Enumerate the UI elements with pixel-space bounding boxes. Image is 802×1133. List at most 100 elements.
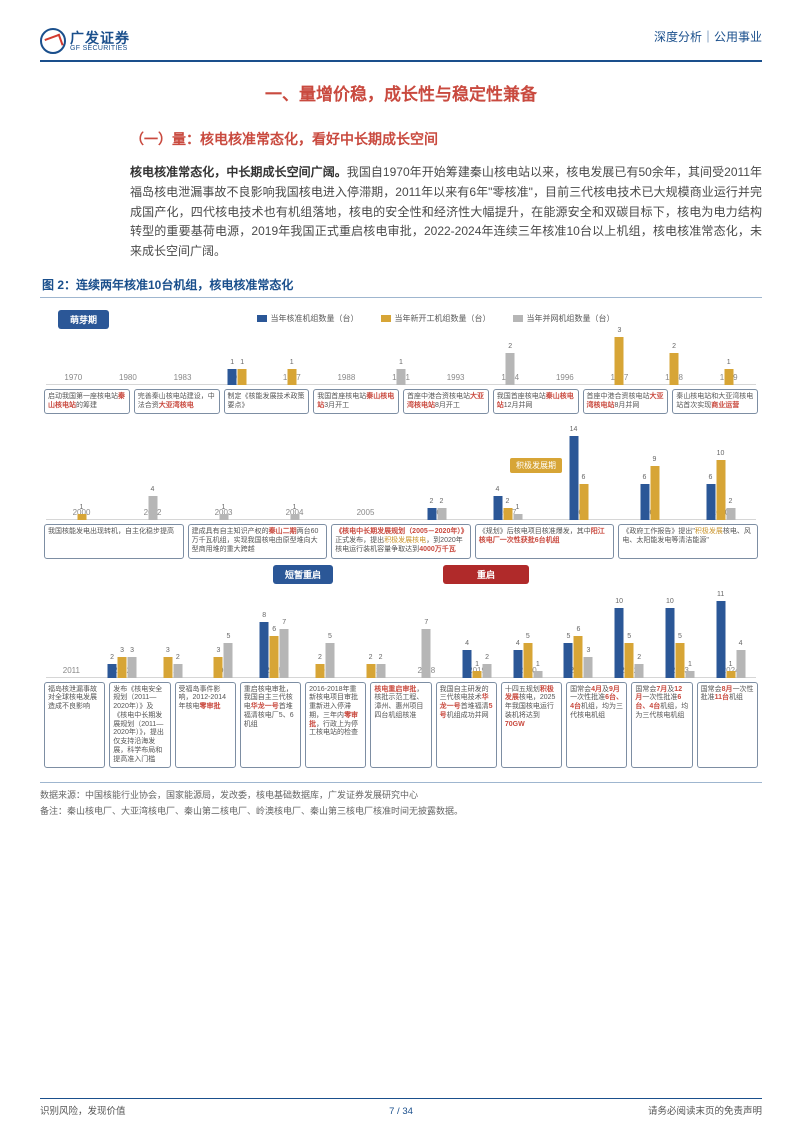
event-box: 我国首座核电站秦山核电站3月开工 bbox=[313, 389, 399, 415]
bar-connect: 2 bbox=[376, 664, 385, 678]
bar-start: 9 bbox=[650, 466, 659, 520]
year-label: 1980 bbox=[101, 373, 156, 382]
bar-approve: 4 bbox=[463, 650, 472, 678]
bar-value: 3 bbox=[166, 647, 170, 654]
bar-approve: 6 bbox=[706, 484, 715, 520]
bar-value: 4 bbox=[151, 486, 155, 493]
bar-start: 1 bbox=[77, 514, 86, 520]
event-box: 我国首座核电站秦山核电站12月并网 bbox=[493, 389, 579, 415]
event-box: 2016-2018年重新核电项目审批重新进入停滞期，三年内零审批，行政上为停工核… bbox=[305, 682, 366, 769]
bar-value: 1 bbox=[688, 661, 692, 668]
bar-connect: 3 bbox=[128, 657, 137, 678]
bar-value: 6 bbox=[577, 626, 581, 633]
bar-connect: 7 bbox=[422, 629, 431, 678]
bar-connect: 1 bbox=[219, 514, 228, 520]
bar-approve: 6 bbox=[640, 484, 649, 520]
event-box: 秦山核电站和大亚湾核电站首次实现商业运营 bbox=[672, 389, 758, 415]
event-box: 国常会7月及12月一次性批准6台、4台机组，均为三代核电机组 bbox=[631, 682, 692, 769]
event-box: 建成具有自主知识产权的秦山二期两台60万千瓦机组，实现我国核电由原型堆向大型商用… bbox=[188, 524, 328, 558]
phase-tag-emergence: 萌芽期 bbox=[58, 310, 109, 329]
events-row-1: 启动我国第一座核电站秦山核电站的筹建完善秦山核电站建设，中法合资大亚湾核电制定《… bbox=[44, 389, 758, 415]
bar-value: 7 bbox=[424, 619, 428, 626]
bar-value: 1 bbox=[222, 504, 226, 511]
bar-value: 1 bbox=[536, 661, 540, 668]
bar-value: 3 bbox=[120, 647, 124, 654]
bar-value: 2 bbox=[440, 498, 444, 505]
bar-value: 6 bbox=[643, 474, 647, 481]
bar-start: 3 bbox=[118, 657, 127, 678]
bar-value: 7 bbox=[282, 619, 286, 626]
lead-bold: 核电核准常态化，中长期成长空间广阔。 bbox=[130, 165, 347, 179]
bar-start: 2 bbox=[366, 664, 375, 678]
body-paragraph: 核电核准常态化，中长期成长空间广阔。我国自1970年开始筹建秦山核电站以来，核电… bbox=[40, 163, 762, 262]
year-label: 1988 bbox=[319, 373, 374, 382]
bar-value: 2 bbox=[369, 654, 373, 661]
bar-approve: 11 bbox=[716, 601, 725, 678]
event-box: 十四五规划积极发展核电，2025年我国核电运行装机将达到70GW bbox=[501, 682, 562, 769]
event-box: 《规划》后核电项目核准爆发，其中阳江核电厂一次性获批6台机组 bbox=[475, 524, 615, 558]
header-category: 深度分析｜公用事业 bbox=[654, 28, 762, 45]
event-box: 首座中港合资核电站大亚湾核电站8月并网 bbox=[583, 389, 669, 415]
panel-2000-2010: 积极发展期 2000120024200312004120052006222007… bbox=[40, 420, 762, 558]
page-footer: 识别风险，发现价值 7 / 34 请务必阅读末页的免责声明 bbox=[40, 1098, 762, 1117]
event-box: 发布《核电安全规划（2011—2020年）》及《核电中长期发展规划（2011—2… bbox=[109, 682, 170, 769]
bar-connect: 2 bbox=[483, 664, 492, 678]
panel-1970-1999: 1970198019831985111987119881991119931994… bbox=[40, 331, 762, 415]
legend-approve: 当年核准机组数量（台） bbox=[257, 313, 359, 324]
bar-connect: 2 bbox=[437, 508, 446, 520]
year-label: 1996 bbox=[538, 373, 593, 382]
bar-value: 3 bbox=[587, 647, 591, 654]
bar-value: 2 bbox=[485, 654, 489, 661]
legend-start: 当年新开工机组数量（台） bbox=[381, 313, 491, 324]
bar-value: 14 bbox=[570, 426, 578, 433]
bar-value: 1 bbox=[80, 504, 84, 511]
year-label: 1983 bbox=[155, 373, 210, 382]
panel-2011-2024: 2011201223320133220143520158672016252017… bbox=[40, 588, 762, 769]
legend-connect: 当年并网机组数量（台） bbox=[513, 313, 615, 324]
page-header: 广发证券 GF SECURITIES 深度分析｜公用事业 bbox=[40, 28, 762, 62]
bar-value: 3 bbox=[617, 327, 621, 334]
bar-value: 1 bbox=[727, 359, 731, 366]
bar-value: 2 bbox=[506, 498, 510, 505]
logo-icon bbox=[40, 28, 66, 54]
bar-value: 1 bbox=[729, 661, 733, 668]
event-box: 我国自主研发的三代核电技术华龙一号首堆福清5号机组成功并网 bbox=[436, 682, 497, 769]
bar-approve: 1 bbox=[228, 369, 237, 385]
brand-logo: 广发证券 GF SECURITIES bbox=[40, 28, 130, 54]
bar-value: 4 bbox=[496, 486, 500, 493]
bar-start: 3 bbox=[214, 657, 223, 678]
figure-2-chart: 萌芽期 当年核准机组数量（台） 当年新开工机组数量（台） 当年并网机组数量（台）… bbox=[40, 304, 762, 784]
event-box: 受福岛事件影响，2012-2014年核电零审批 bbox=[175, 682, 236, 769]
figure-title: 图 2：连续两年核准10台机组，核电核准常态化 bbox=[40, 262, 762, 298]
bar-value: 2 bbox=[176, 654, 180, 661]
bar-start: 1 bbox=[724, 369, 733, 385]
year-label: 1993 bbox=[428, 373, 483, 382]
event-box: 启动我国第一座核电站秦山核电站的筹建 bbox=[44, 389, 130, 415]
event-box: 福岛核泄漏事故对全球核电发展造成不良影响 bbox=[44, 682, 105, 769]
bar-approve: 2 bbox=[108, 664, 117, 678]
bar-start: 2 bbox=[503, 508, 512, 520]
event-box: 核电重启审批，核批示范工程、漳州、惠州项目四台机组核准 bbox=[370, 682, 431, 769]
bar-start: 2 bbox=[315, 664, 324, 678]
phase-tag-brief-restart: 短暂重启 bbox=[273, 565, 333, 584]
bar-value: 1 bbox=[399, 359, 403, 366]
bar-value: 2 bbox=[318, 654, 322, 661]
figure-note: 备注：秦山核电厂、大亚湾核电厂、秦山第二核电厂、岭澳核电厂、秦山第三核电厂核准时… bbox=[40, 803, 762, 819]
bar-connect: 1 bbox=[290, 514, 299, 520]
bar-start: 3 bbox=[163, 657, 172, 678]
phase-tag-restart: 重启 bbox=[443, 565, 529, 584]
bar-connect: 4 bbox=[736, 650, 745, 678]
bar-start: 1 bbox=[287, 369, 296, 385]
bar-value: 2 bbox=[379, 654, 383, 661]
year-label: 2005 bbox=[330, 508, 401, 517]
bar-connect: 5 bbox=[224, 643, 233, 678]
bar-connect: 7 bbox=[280, 629, 289, 678]
bar-value: 10 bbox=[615, 598, 623, 605]
bar-value: 1 bbox=[293, 504, 297, 511]
bar-start: 2 bbox=[670, 353, 679, 385]
logo-cn: 广发证券 bbox=[70, 31, 130, 45]
bar-connect: 1 bbox=[513, 514, 522, 520]
bar-start: 5 bbox=[675, 643, 684, 678]
event-box: 国常会4月及9月一次性批准6台、4台机组，均为三代核电机组 bbox=[566, 682, 627, 769]
bar-value: 5 bbox=[627, 633, 631, 640]
